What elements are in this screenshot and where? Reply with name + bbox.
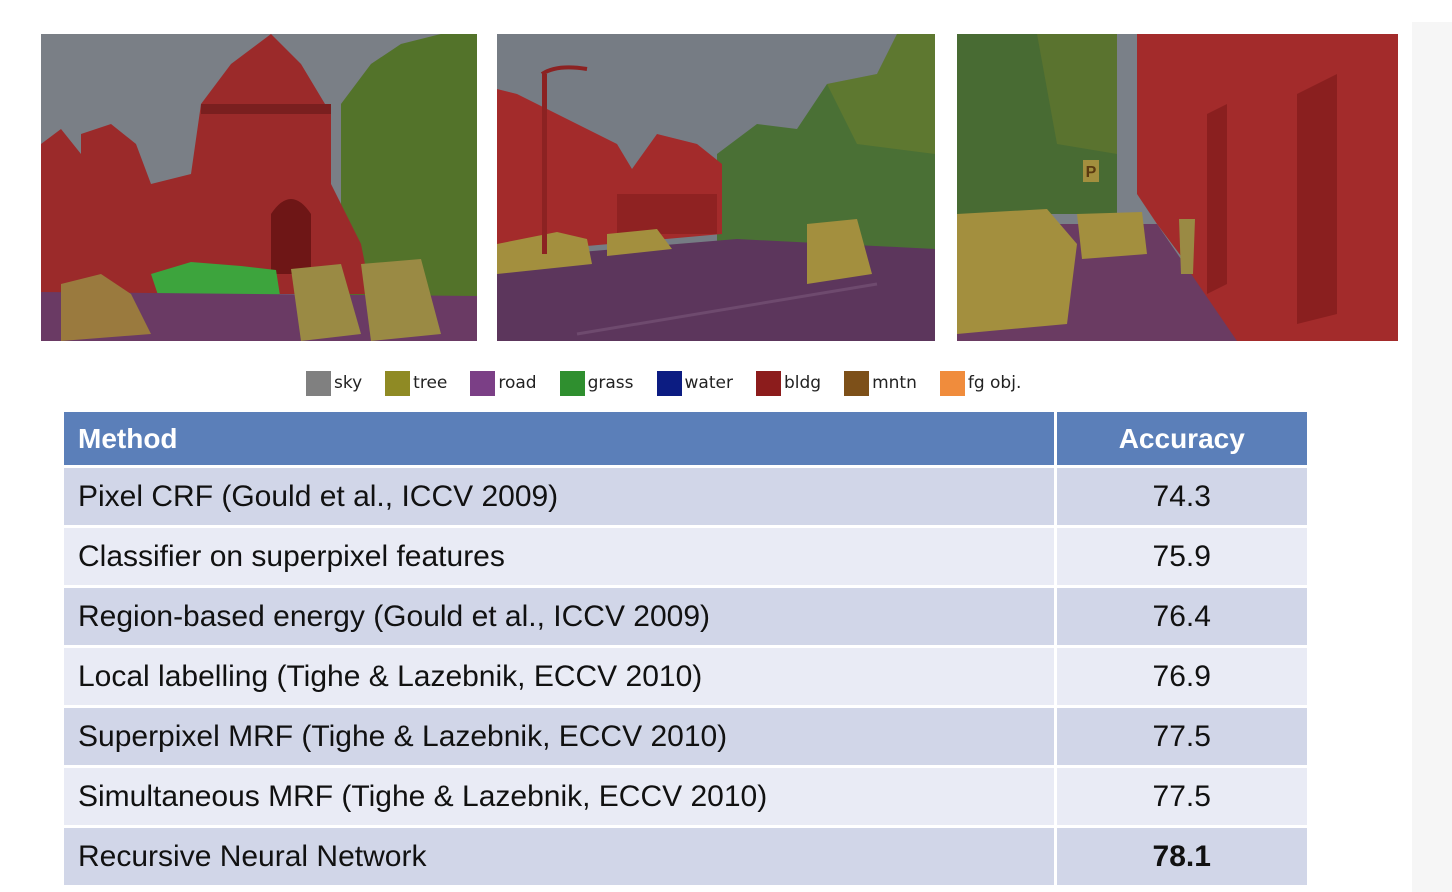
- table-row: Region-based energy (Gould et al., ICCV …: [64, 586, 1307, 648]
- legend-swatch-bldg: [755, 370, 781, 396]
- column-header-accuracy: Accuracy: [1053, 412, 1307, 468]
- legend-item-road: road: [470, 370, 537, 396]
- legend-swatch-tree: [385, 370, 411, 396]
- segmentation-image-sidewalk: P: [957, 34, 1398, 341]
- accuracy-cell: 77.5: [1053, 766, 1307, 828]
- parking-sign-text: P: [1086, 164, 1097, 181]
- method-cell: Classifier on superpixel features: [64, 526, 1055, 588]
- results-table: Method Accuracy Pixel CRF (Gould et al.,…: [64, 412, 1307, 888]
- accuracy-cell: 74.3: [1053, 466, 1307, 528]
- legend-item-mntn: mntn: [844, 370, 917, 396]
- legend-label-sky: sky: [334, 373, 363, 393]
- accuracy-cell: 76.4: [1053, 586, 1307, 648]
- legend-swatch-fg-obj: [939, 370, 965, 396]
- legend-swatch-grass: [559, 370, 585, 396]
- method-cell: Region-based energy (Gould et al., ICCV …: [64, 586, 1055, 648]
- segmentation-image-church: [41, 34, 477, 341]
- legend-label-water: water: [684, 373, 733, 393]
- legend-item-water: water: [656, 370, 733, 396]
- accuracy-cell: 77.5: [1053, 706, 1307, 768]
- accuracy-cell: 75.9: [1053, 526, 1307, 588]
- method-cell: Simultaneous MRF (Tighe & Lazebnik, ECCV…: [64, 766, 1055, 828]
- legend-item-bldg: bldg: [755, 370, 822, 396]
- legend-swatch-water: [656, 370, 682, 396]
- legend-label-road: road: [498, 373, 537, 393]
- method-cell: Pixel CRF (Gould et al., ICCV 2009): [64, 466, 1055, 528]
- table-row: Pixel CRF (Gould et al., ICCV 2009) 74.3: [64, 466, 1307, 528]
- method-cell: Local labelling (Tighe & Lazebnik, ECCV …: [64, 646, 1055, 708]
- method-cell: Superpixel MRF (Tighe & Lazebnik, ECCV 2…: [64, 706, 1055, 768]
- table-header-row: Method Accuracy: [64, 412, 1307, 468]
- legend-label-mntn: mntn: [872, 373, 917, 393]
- legend-item-sky: sky: [306, 370, 363, 396]
- legend-swatch-sky: [306, 370, 331, 396]
- table-row-best: Recursive Neural Network 78.1: [64, 826, 1307, 888]
- legend-swatch-road: [470, 370, 496, 396]
- label-legend: sky tree road grass water bldg mntn fg o…: [306, 370, 1021, 396]
- table-row: Classifier on superpixel features 75.9: [64, 526, 1307, 588]
- legend-label-grass: grass: [587, 373, 634, 393]
- method-cell: Recursive Neural Network: [64, 826, 1055, 888]
- legend-label-fg-obj: fg obj.: [967, 373, 1022, 393]
- accuracy-cell: 76.9: [1053, 646, 1307, 708]
- legend-label-bldg: bldg: [783, 373, 822, 393]
- legend-item-fg-obj: fg obj.: [939, 370, 1022, 396]
- right-edge-strip: [1412, 22, 1452, 892]
- table-row: Local labelling (Tighe & Lazebnik, ECCV …: [64, 646, 1307, 708]
- column-header-method: Method: [64, 412, 1055, 468]
- legend-item-grass: grass: [559, 370, 634, 396]
- legend-swatch-mntn: [844, 370, 870, 396]
- segmentation-image-street: [497, 34, 935, 341]
- legend-item-tree: tree: [385, 370, 448, 396]
- table-row: Simultaneous MRF (Tighe & Lazebnik, ECCV…: [64, 766, 1307, 828]
- accuracy-cell-best: 78.1: [1053, 826, 1307, 888]
- legend-label-tree: tree: [413, 373, 448, 393]
- table-row: Superpixel MRF (Tighe & Lazebnik, ECCV 2…: [64, 706, 1307, 768]
